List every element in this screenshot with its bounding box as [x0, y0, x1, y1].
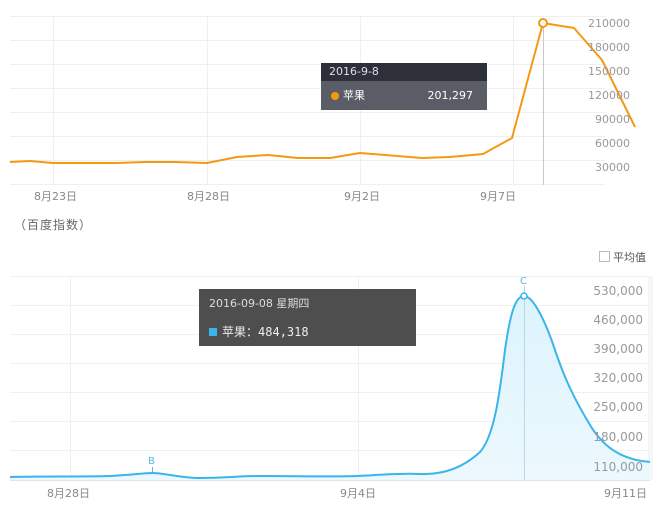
- top-chart-plot: [9, 16, 636, 185]
- y-axis-label: 90000: [595, 113, 630, 126]
- x-axis-label: 9月7日: [480, 190, 516, 203]
- x-axis-label: 9月4日: [340, 487, 376, 500]
- tooltip-row: 苹果 201,297: [321, 81, 487, 110]
- x-axis-label: 8月28日: [47, 487, 90, 500]
- y-axis-label: 390,000: [593, 342, 643, 356]
- y-axis-label: 180,000: [593, 430, 643, 444]
- y-axis-label: 110,000: [593, 460, 643, 474]
- tooltip-value: 201,297: [427, 89, 474, 102]
- y-axis-label: 460,000: [593, 313, 643, 327]
- tooltip-date: 2016-09-08 星期四: [209, 297, 310, 310]
- top-chart-tooltip: 2016-9-8 苹果 201,297: [321, 63, 487, 110]
- y-axis-label: 120000: [588, 89, 630, 102]
- y-axis-label: 320,000: [593, 371, 643, 385]
- y-axis-label: 180000: [588, 41, 630, 54]
- tooltip-row: 苹果：484,318: [199, 315, 416, 340]
- highlight-point: [520, 292, 528, 300]
- tooltip-value: 484,318: [258, 325, 309, 339]
- baidu-top-line-chart[interactable]: 210000 180000 150000 120000 90000 60000 …: [0, 0, 659, 205]
- y-axis-label: 150000: [588, 65, 630, 78]
- checkbox-icon[interactable]: [599, 251, 610, 262]
- chart-caption: （百度指数）: [14, 218, 93, 232]
- x-axis-label: 8月23日: [34, 190, 77, 203]
- y-axis-label: 250,000: [593, 400, 643, 414]
- y-axis-label: 210000: [588, 17, 630, 30]
- x-axis-label: 9月11日: [604, 487, 647, 500]
- tooltip-date: 2016-9-8: [321, 63, 487, 81]
- y-axis-label: 30000: [595, 161, 630, 174]
- average-toggle-label: 平均值: [613, 251, 646, 264]
- x-axis-label: 9月2日: [344, 190, 380, 203]
- tooltip-separator: ：: [246, 325, 259, 339]
- y-axis-label: 60000: [595, 137, 630, 150]
- bottom-chart-tooltip: 2016-09-08 星期四 苹果：484,318: [199, 289, 416, 346]
- bottom-chart-plot: [9, 276, 653, 481]
- average-toggle[interactable]: 平均值: [599, 249, 646, 265]
- tooltip-series-name: 苹果: [343, 89, 365, 102]
- highlight-point: [538, 18, 548, 28]
- x-axis-label: 8月28日: [187, 190, 230, 203]
- series-square-icon: [209, 328, 217, 336]
- annotation-marker-c[interactable]: C: [520, 276, 527, 287]
- series-dot-icon: [331, 92, 339, 100]
- annotation-marker-b[interactable]: B: [148, 456, 155, 467]
- baidu-index-area-chart[interactable]: B C 530,000 460,000 390,000 320,000 250,…: [0, 240, 659, 512]
- tooltip-series-name: 苹果: [222, 325, 247, 339]
- y-axis-label: 530,000: [593, 284, 643, 298]
